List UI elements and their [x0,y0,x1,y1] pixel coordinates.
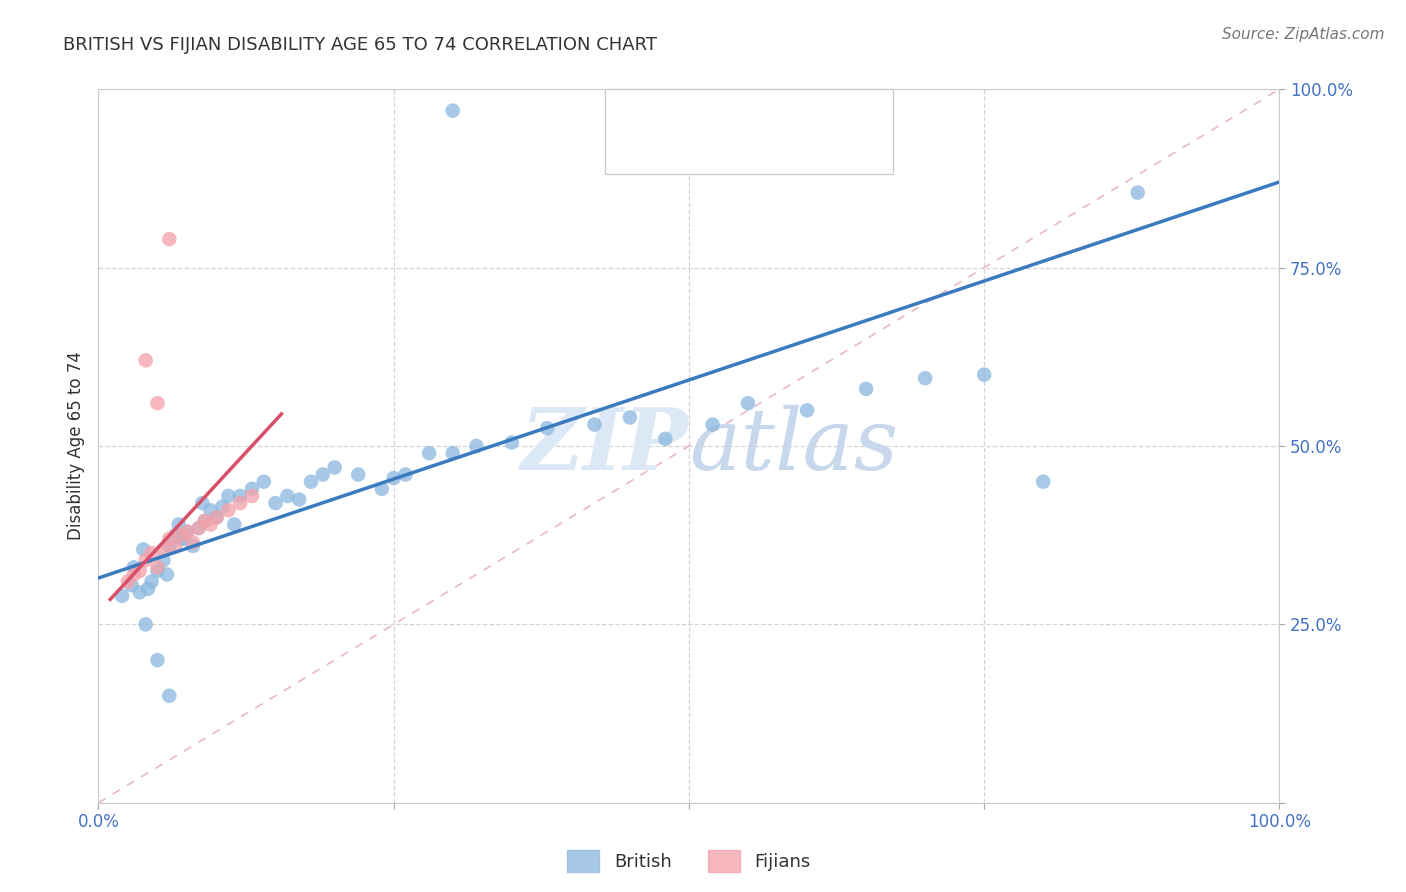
Point [796,403,818,417]
Point [132,542,155,557]
Point [187,521,209,535]
Text: Source: ZipAtlas.com: Source: ZipAtlas.com [1222,27,1385,42]
Point [229,489,252,503]
Point [152,553,174,567]
Point [191,496,214,510]
Point [146,396,169,410]
Legend: British, Fijians: British, Fijians [567,850,811,872]
Point [347,467,370,482]
Point [181,539,204,553]
Point [172,532,194,546]
Point [194,514,217,528]
Point [170,532,193,546]
Text: R = 0.420: R = 0.420 [668,104,758,122]
Point [737,396,759,410]
Point [122,560,145,574]
Point [1032,475,1054,489]
Point [441,446,464,460]
Point [536,421,558,435]
Point [323,460,346,475]
Point [654,432,676,446]
Point [117,574,139,589]
Point [165,528,187,542]
Point [855,382,877,396]
Point [224,517,246,532]
Point [167,517,190,532]
Point [136,582,159,596]
Point [217,489,239,503]
Bar [623,139,654,159]
Point [170,528,193,542]
Point [1126,186,1149,200]
Text: BRITISH VS FIJIAN DISABILITY AGE 65 TO 74 CORRELATION CHART: BRITISH VS FIJIAN DISABILITY AGE 65 TO 7… [63,36,657,54]
Point [141,546,163,560]
Point [465,439,488,453]
Point [121,578,143,592]
Point [914,371,936,385]
Point [135,553,157,567]
Point [135,353,157,368]
Text: atlas: atlas [689,405,898,487]
Point [176,524,198,539]
Point [152,542,174,557]
Y-axis label: Disability Age 65 to 74: Disability Age 65 to 74 [66,351,84,541]
Point [128,564,150,578]
Point [394,467,416,482]
Bar [623,103,654,123]
Point [176,524,198,539]
Point [156,567,179,582]
Point [299,475,322,489]
Point [288,492,311,507]
Point [371,482,394,496]
Point [157,232,180,246]
Point [441,103,464,118]
Point [157,539,180,553]
Point [141,574,163,589]
Point [702,417,724,432]
Point [382,471,405,485]
Point [205,510,228,524]
Point [187,521,209,535]
Point [312,467,335,482]
Point [146,653,169,667]
Point [165,539,187,553]
Point [264,496,287,510]
Point [122,567,145,582]
Point [194,514,217,528]
Text: ZIP: ZIP [522,404,689,488]
Point [157,532,180,546]
Point [973,368,995,382]
Point [181,535,204,549]
Text: N = 58: N = 58 [787,104,855,122]
Text: N = 22: N = 22 [787,140,855,158]
Point [253,475,276,489]
Point [501,435,523,450]
Point [135,617,157,632]
Text: R = 0.426: R = 0.426 [668,140,758,158]
Point [229,496,252,510]
Point [146,560,169,574]
Point [200,503,222,517]
Point [157,689,180,703]
Point [200,517,222,532]
Point [240,482,263,496]
Point [418,446,440,460]
Point [211,500,233,514]
Point [205,510,228,524]
Point [240,489,263,503]
Point [128,585,150,599]
Point [146,564,169,578]
Point [583,417,606,432]
Point [619,410,641,425]
Point [111,589,134,603]
Point [276,489,298,503]
Point [217,503,239,517]
